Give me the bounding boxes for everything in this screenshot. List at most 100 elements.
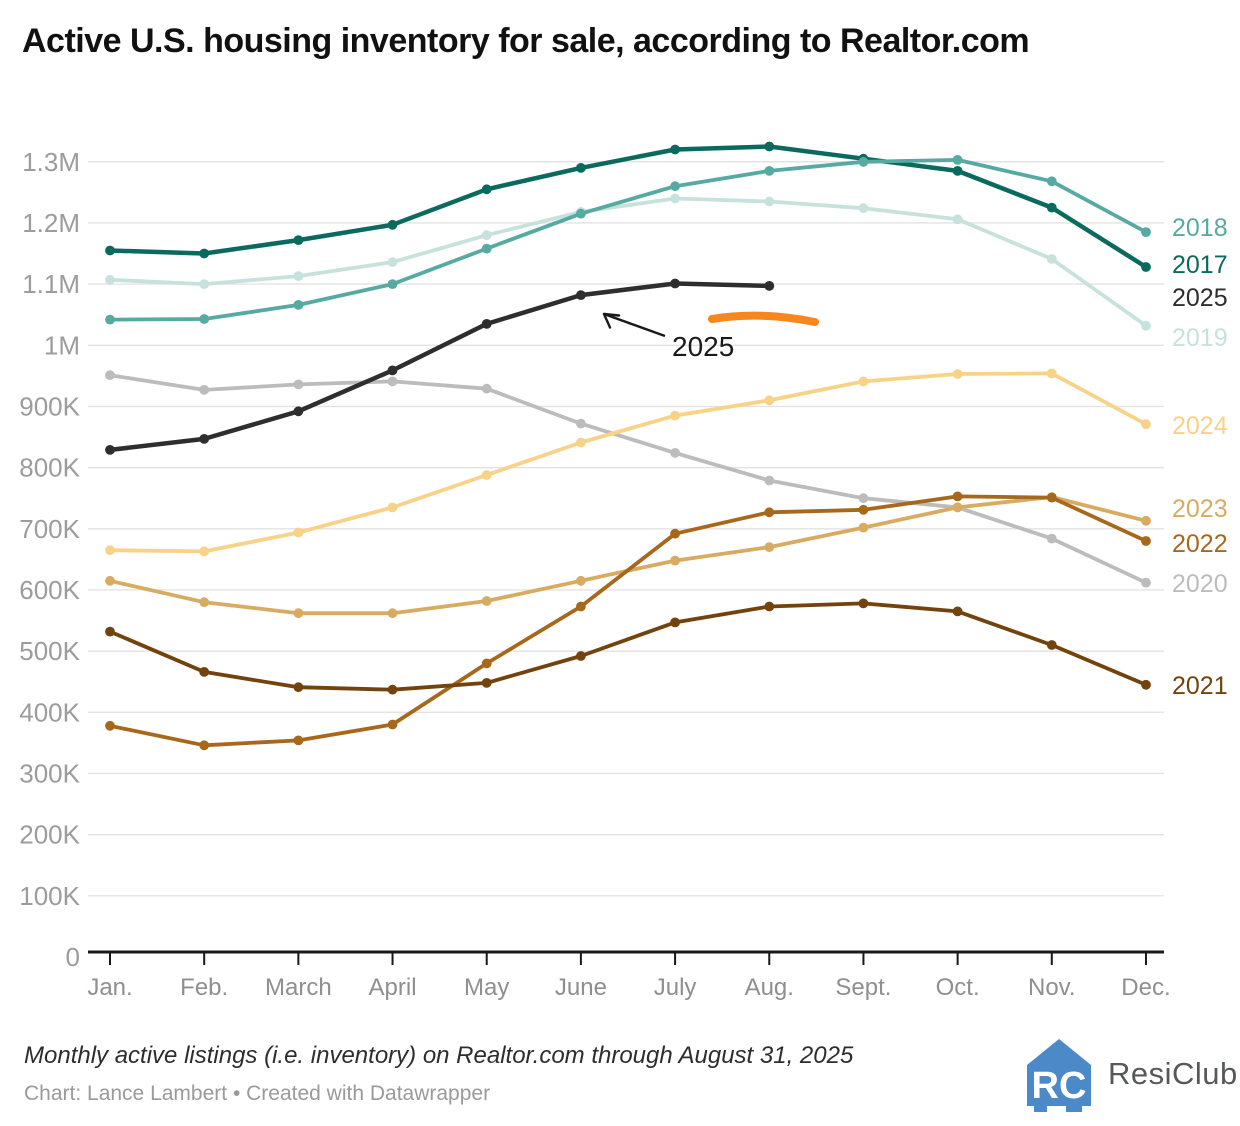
orange-highlight-marker [708, 311, 819, 326]
series-dot-2025 [764, 281, 775, 291]
series-dot-2018 [670, 181, 680, 192]
x-axis-month-label: Oct. [936, 974, 980, 1001]
chart-title: Active U.S. housing inventory for sale, … [22, 22, 1030, 60]
x-axis-month-label: July [654, 974, 697, 1001]
series-dot-2023 [199, 597, 210, 608]
series-dot-2025 [481, 319, 492, 329]
series-dot-2017 [199, 248, 210, 259]
annotation-2025-label: 2025 [672, 331, 734, 362]
series-dot-2021 [1141, 679, 1151, 690]
series-dot-2024 [199, 546, 210, 557]
series-label-2019: 2019 [1172, 324, 1228, 352]
series-dot-2019 [1141, 320, 1151, 331]
series-dot-2022 [1046, 492, 1057, 503]
x-axis-month-label: Dec. [1121, 974, 1170, 1001]
series-dot-2024 [858, 376, 869, 387]
series-dot-2021 [952, 606, 963, 617]
series-dot-2025 [670, 278, 680, 289]
annotation-arrow [603, 312, 666, 338]
series-dot-2022 [764, 507, 775, 518]
series-dot-2024 [952, 369, 963, 379]
y-axis-tick-label: 800K [19, 453, 80, 483]
series-dot-2023 [387, 608, 398, 619]
series-dot-2024 [576, 437, 586, 448]
series-line-2020 [108, 373, 1148, 585]
series-dot-2020 [481, 383, 492, 394]
series-line-2024 [108, 371, 1148, 554]
series-dot-2019 [199, 279, 210, 289]
y-axis-tick-label: 1.2M [22, 208, 80, 238]
series-dot-2019 [1046, 254, 1057, 264]
svg-text:RC: RC [1032, 1065, 1087, 1107]
series-dot-2023 [858, 522, 869, 533]
series-dot-2023 [576, 575, 586, 586]
series-dot-2021 [670, 617, 680, 628]
series-dot-2019 [387, 257, 398, 267]
series-dot-2022 [481, 658, 492, 669]
series-dot-2025 [105, 445, 115, 455]
annotation-arrowhead-a [602, 312, 621, 317]
series-dot-2023 [952, 502, 963, 513]
series-dot-2019 [105, 274, 115, 285]
series-dot-2017 [387, 219, 398, 230]
series-dot-2024 [1141, 419, 1151, 430]
series-dot-2018 [764, 166, 775, 176]
series-label-2017: 2017 [1172, 251, 1228, 279]
x-axis-month-label: Nov. [1028, 974, 1076, 1001]
series-dot-2023 [670, 555, 680, 566]
series-dot-2020 [199, 385, 210, 395]
series-dot-2017 [481, 184, 492, 195]
y-axis-tick-label: 1.3M [22, 147, 80, 177]
y-axis-tick-label: 1.1M [22, 269, 80, 299]
series-dot-2018 [576, 208, 586, 219]
series-dot-2023 [764, 542, 775, 552]
series-dot-2023 [481, 596, 492, 606]
series-dot-2024 [387, 502, 398, 513]
series-label-2022: 2022 [1172, 530, 1228, 558]
series-dot-2024 [1046, 368, 1057, 379]
x-axis-month-label: Feb. [180, 974, 228, 1001]
series-dot-2019 [858, 203, 869, 214]
chart-credit: Chart: Lance Lambert • Created with Data… [24, 1082, 491, 1105]
series-dot-2020 [1141, 577, 1151, 588]
house-arrow-rc-icon: RC [1027, 1039, 1091, 1112]
series-dot-2022 [387, 719, 398, 730]
series-dot-2021 [105, 626, 115, 637]
series-dot-2017 [576, 163, 586, 173]
series-dot-2021 [481, 678, 492, 688]
y-axis-tick-label: 300K [19, 758, 80, 788]
series-line-2017 [107, 144, 1149, 270]
series-label-2024: 2024 [1172, 412, 1228, 440]
series-dot-2025 [199, 434, 210, 444]
series-dot-2019 [670, 193, 680, 204]
y-axis-tick-label: 400K [19, 697, 80, 727]
series-dot-2018 [1046, 176, 1057, 187]
series-dot-2024 [105, 545, 115, 556]
series-dot-2017 [952, 166, 963, 176]
series-dot-2017 [764, 141, 775, 152]
y-axis-tick-label: 1M [44, 330, 80, 360]
x-axis-month-label: June [555, 974, 607, 1001]
series-dot-2022 [952, 491, 963, 502]
series-dot-2018 [199, 314, 210, 324]
series-dot-2018 [481, 243, 492, 254]
series-dot-2021 [293, 682, 304, 693]
series-dot-2020 [576, 418, 586, 429]
x-axis-month-label: Jan. [87, 974, 132, 1001]
y-axis-tick-label: 100K [19, 881, 80, 911]
series-dot-2018 [105, 314, 115, 325]
series-dot-2018 [858, 156, 869, 167]
series-dot-2020 [764, 475, 775, 486]
series-dot-2021 [764, 601, 775, 612]
series-dot-2017 [670, 144, 680, 155]
series-dot-2023 [1141, 515, 1151, 526]
series-dot-2021 [1046, 640, 1057, 650]
series-dot-2024 [764, 395, 775, 406]
series-dot-2022 [858, 504, 869, 515]
series-dot-2021 [858, 598, 869, 609]
series-dot-2022 [293, 735, 304, 746]
series-dot-2022 [670, 528, 680, 539]
series-line-2023 [108, 495, 1148, 616]
series-label-2023: 2023 [1172, 495, 1228, 523]
y-axis-tick-label: 500K [19, 636, 80, 666]
